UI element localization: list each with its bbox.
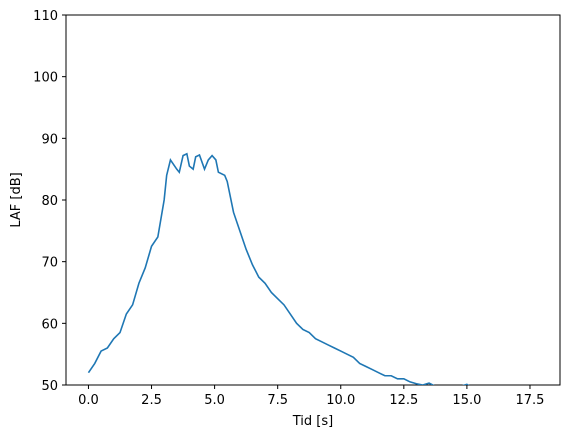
x-tick-label: 17.5 — [515, 393, 544, 408]
plot-frame — [65, 14, 561, 386]
y-tick-label: 80 — [41, 194, 58, 209]
x-tick-label: 2.5 — [141, 393, 162, 408]
x-tick-label: 0.0 — [78, 393, 99, 408]
y-tick-label: 60 — [41, 317, 58, 332]
y-tick-label: 110 — [33, 9, 58, 24]
x-axis-label: Tid [s] — [292, 414, 333, 429]
data-line — [87, 152, 470, 385]
y-axis-label: LAF [dB] — [9, 172, 24, 227]
x-tick-label: 15.0 — [452, 393, 481, 408]
x-tick-label: 5.0 — [204, 393, 225, 408]
y-tick-label: 90 — [41, 132, 58, 147]
y-tick-label: 100 — [33, 71, 58, 86]
x-tick-label: 10.0 — [326, 393, 355, 408]
x-tick-label: 7.5 — [267, 393, 288, 408]
x-tick-label: 12.5 — [389, 393, 418, 408]
y-tick-label: 70 — [41, 256, 58, 271]
y-tick-label: 50 — [41, 379, 58, 394]
